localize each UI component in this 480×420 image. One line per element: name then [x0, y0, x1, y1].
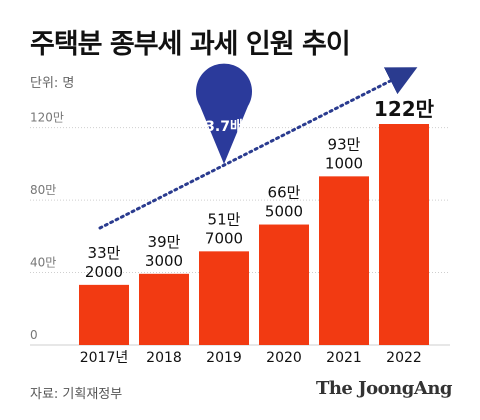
data-label: 93만	[328, 135, 361, 153]
trend-arrow-line	[98, 67, 418, 230]
y-tick-label: 80만	[30, 183, 56, 197]
multiplier-badge: 3.7배	[196, 63, 252, 164]
trend-arrow	[98, 67, 418, 230]
badge-label: 3.7배	[205, 119, 243, 135]
data-label: 1000	[325, 154, 363, 172]
x-tick-label: 2017년	[80, 350, 129, 366]
source-note: 자료: 기획재정부	[30, 387, 123, 402]
badge-shape	[196, 63, 252, 164]
data-label: 39만	[148, 233, 181, 251]
bar	[319, 176, 369, 345]
data-label: 66만	[268, 184, 301, 202]
data-label: 2000	[85, 263, 123, 281]
data-label: 5000	[265, 203, 303, 221]
bars	[79, 124, 429, 345]
bar	[139, 273, 189, 345]
x-axis-ticks: 2017년 2018 2019 2020 2021 2022	[80, 350, 422, 366]
unit-label: 단위: 명	[30, 76, 75, 91]
data-label: 51만	[208, 210, 241, 228]
y-tick-label: 0	[30, 328, 38, 342]
x-tick-label: 2020	[266, 350, 302, 366]
brand-logo: The JoongAng	[315, 378, 453, 399]
x-tick-label: 2018	[146, 350, 182, 366]
y-axis-ticks: 0 40만 80만 120만	[30, 111, 64, 342]
x-tick-label: 2019	[206, 350, 242, 366]
data-label: 33만	[88, 244, 121, 262]
x-tick-label: 2021	[326, 350, 362, 366]
data-label: 3000	[145, 252, 183, 270]
data-label: 7000	[205, 229, 243, 247]
y-tick-label: 40만	[30, 256, 56, 270]
bar	[79, 284, 129, 345]
y-tick-label: 120만	[30, 111, 64, 125]
chart-title: 주택분 종부세 과세 인원 추이	[30, 29, 351, 60]
data-label: 122만	[374, 97, 435, 121]
bar	[199, 251, 249, 345]
x-tick-label: 2022	[386, 350, 422, 366]
bar	[379, 124, 429, 345]
bar	[259, 224, 309, 345]
